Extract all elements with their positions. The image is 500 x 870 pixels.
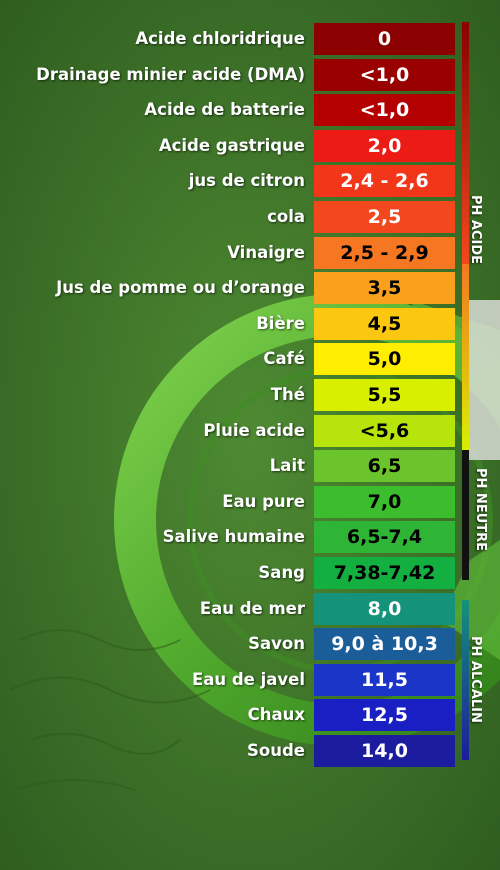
ph-value-box: 14,0 [314,735,455,767]
ph-row: Café 5,0 [0,342,500,376]
substance-label: Café [263,349,305,369]
ph-row: jus de citron 2,4 - 2,6 [0,164,500,198]
ph-row: Salive humaine 6,5-7,4 [0,520,500,554]
acid-zone-bar [462,22,469,264]
ph-row: Soude 14,0 [0,734,500,768]
ph-row: Acide chloridrique 0 [0,22,500,56]
ph-value-box: <5,6 [314,414,455,447]
ph-value-box: 6,5-7,4 [314,521,455,554]
ph-row: Eau pure 7,0 [0,485,500,519]
ph-row: Drainage minier acide (DMA) <1,0 [0,58,500,92]
substance-label: Sang [258,563,305,582]
ph-row: Vinaigre 2,5 - 2,9 [0,236,500,270]
ph-value-box: 5,5 [314,379,455,411]
ph-row: Pluie acide <5,6 [0,414,500,448]
alkaline-zone-bar [462,600,469,760]
ph-value-box: 2,0 [314,129,455,162]
ph-value-box: 0 [314,23,455,55]
substance-label: Acide gastrique [158,135,305,155]
substance-label: Jus de pomme ou d’orange [56,278,305,298]
substance-label: jus de citron [188,171,305,191]
ph-row: cola 2,5 [0,200,500,234]
substance-label: Vinaigre [227,242,305,262]
ph-value-box: 11,5 [314,663,455,696]
neutral-zone-bar [462,450,469,580]
substance-label: Acide de batterie [144,100,305,120]
ph-value-box: <1,0 [314,58,455,91]
ph-row: Eau de javel 11,5 [0,663,500,697]
ph-value-box: <1,0 [314,94,455,127]
substance-label: Bière [256,313,305,333]
ph-value-box: 3,5 [314,272,455,305]
ph-row: Acide de batterie <1,0 [0,93,500,127]
ph-row: Acide gastrique 2,0 [0,129,500,163]
ph-value-box: 9,0 à 10,3 [314,628,455,661]
zone-label-alcalin: PH ALCALIN [468,636,483,723]
ph-row: Jus de pomme ou d’orange 3,5 [0,271,500,305]
substance-label: Eau de javel [191,669,305,689]
substance-label: Savon [248,634,305,654]
substance-label: Acide chloridrique [135,29,305,48]
substance-label: Thé [270,385,305,404]
ph-value-box: 4,5 [314,307,455,340]
ph-value-box: 2,5 - 2,9 [314,236,455,269]
substance-label: Drainage minier acide (DMA) [36,64,305,84]
substance-label: cola [267,207,305,226]
recycle-arrow-shape [440,540,500,660]
ph-row: Thé 5,5 [0,378,500,412]
ph-value-box: 12,5 [314,699,455,732]
ph-value-box: 5,0 [314,343,455,376]
ph-value-box: 7,0 [314,485,455,518]
zone-label-acide: PH ACIDE [468,195,483,265]
substance-label: Eau pure [222,491,305,511]
acid-zone-bar-lower [462,264,469,450]
substance-label: Lait [269,456,305,476]
substance-label: Soude [247,741,305,760]
substance-label: Salive humaine [162,527,305,547]
ph-row: Eau de mer 8,0 [0,592,500,626]
ph-row: Savon 9,0 à 10,3 [0,627,500,661]
ph-value-box: 6,5 [314,450,455,483]
ph-row: Chaux 12,5 [0,698,500,732]
substance-label: Chaux [247,705,305,725]
faint-handwriting [9,629,211,791]
ph-row: Bière 4,5 [0,307,500,341]
ph-value-box: 7,38-7,42 [314,557,455,589]
ph-value-box: 8,0 [314,592,455,625]
substance-label: Pluie acide [203,420,305,440]
zone-label-neutre: PH NEUTRE [473,468,488,552]
ph-row: Lait 6,5 [0,449,500,483]
substance-label: Eau de mer [199,598,305,618]
ph-row: Sang 7,38-7,42 [0,556,500,590]
ph-value-box: 2,5 [314,201,455,233]
ph-value-box: 2,4 - 2,6 [314,165,455,198]
